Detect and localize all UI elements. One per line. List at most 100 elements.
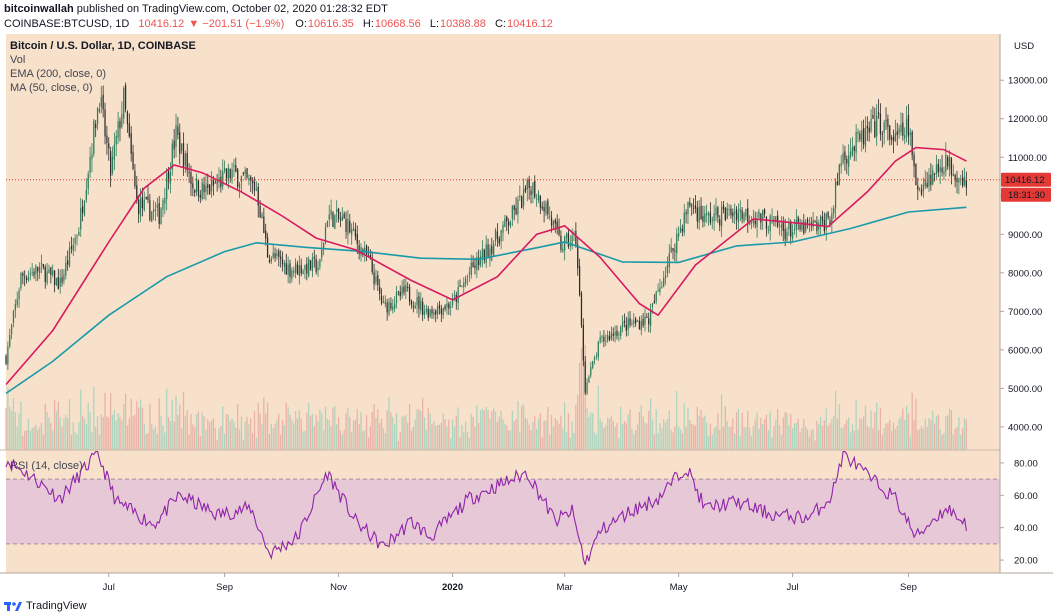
candle-body: [278, 250, 280, 257]
candle-body: [210, 179, 213, 192]
volume-bar: [786, 412, 788, 450]
candle-body: [324, 227, 327, 243]
candle-body: [874, 121, 876, 138]
volume-bar: [274, 423, 276, 450]
volume-bar: [689, 420, 691, 450]
candle-body: [803, 221, 805, 234]
candle-body: [337, 208, 340, 219]
candle-body: [358, 245, 360, 254]
volume-bar: [308, 402, 310, 450]
candle-body: [293, 270, 295, 273]
volume-bar: [734, 433, 736, 450]
rsi-axis[interactable]: 80.00 60.00 40.00 20.00: [1000, 458, 1038, 567]
candle-body: [52, 270, 54, 275]
candle-body: [119, 120, 121, 129]
candle-body: [713, 213, 715, 222]
volume-bar: [330, 426, 332, 450]
volume-bar: [528, 424, 530, 450]
candle-body: [332, 212, 334, 227]
rsi-line: [5, 451, 967, 566]
volume-bar: [115, 420, 117, 450]
candle-body: [679, 227, 682, 233]
volume-bar: [55, 411, 58, 450]
candle-body: [881, 133, 883, 135]
time-axis[interactable]: Jul Sep Nov 2020 Mar May Jul Sep: [103, 573, 917, 593]
legend-rsi[interactable]: RSI (14, close): [10, 460, 83, 472]
volume-bar: [451, 419, 454, 450]
volume-bar: [627, 414, 629, 450]
candle-body: [352, 227, 355, 231]
volume-bar: [687, 407, 689, 450]
footer-brand[interactable]: TradingView: [26, 600, 87, 612]
tradingview-logo-icon[interactable]: [4, 600, 22, 612]
volume-bar: [806, 429, 809, 450]
candle-body: [399, 291, 401, 297]
volume-bar: [926, 427, 928, 450]
publisher-name[interactable]: bitcoinwallah: [4, 3, 74, 15]
candle-body: [425, 308, 428, 312]
volume-bar: [438, 424, 441, 450]
volume-bar: [638, 411, 641, 450]
candle-body: [446, 303, 448, 308]
legend-ema[interactable]: EMA (200, close, 0): [10, 68, 106, 80]
candle-body: [635, 318, 637, 324]
candle-body: [737, 212, 740, 223]
candle-body: [143, 199, 145, 210]
candle-body: [89, 157, 91, 173]
candle-body: [521, 196, 523, 209]
candle-body: [20, 272, 22, 289]
candle-body: [599, 336, 601, 342]
volume-bar: [763, 419, 766, 450]
candle-body: [827, 212, 829, 218]
candle-body: [605, 340, 607, 342]
volume-bar: [879, 407, 882, 450]
volume-bar: [246, 416, 248, 450]
volume-bar: [506, 425, 508, 450]
candle-body: [130, 133, 132, 154]
candle-body: [302, 270, 304, 275]
volume-bar: [63, 418, 65, 450]
candle-body: [674, 250, 676, 252]
candle-body: [436, 306, 439, 315]
legend-ma[interactable]: MA (50, close, 0): [10, 82, 93, 94]
volume-bar: [336, 424, 338, 450]
candle-body: [126, 111, 129, 125]
volume-bar: [48, 417, 50, 450]
volume-bar: [900, 416, 902, 450]
candle-body: [565, 233, 568, 239]
price-axis[interactable]: 13000.0012000.0011000.0010000.009000.008…: [1000, 76, 1048, 434]
candle-body: [530, 190, 532, 195]
candle-body: [618, 334, 620, 336]
candle-body: [750, 222, 753, 224]
volume-bar: [748, 427, 751, 450]
volume-bar: [22, 435, 24, 450]
candle-body: [448, 303, 450, 309]
candle-body: [225, 168, 228, 179]
price-pane-background[interactable]: [6, 34, 1000, 450]
candle-body: [280, 256, 282, 259]
symbol-label[interactable]: COINBASE:BTCUSD, 1D: [4, 18, 130, 30]
volume-bar: [309, 415, 312, 450]
candle-body: [393, 303, 396, 309]
legend-vol[interactable]: Vol: [10, 54, 26, 66]
candle-body: [932, 170, 934, 185]
chart-area[interactable]: 13000.0012000.0011000.0010000.009000.008…: [0, 34, 1053, 594]
volume-bar: [797, 418, 799, 450]
volume-bar: [270, 423, 272, 450]
candle-body: [627, 318, 629, 330]
candle-body: [636, 320, 639, 322]
volume-bar: [606, 417, 609, 450]
candle-body: [375, 276, 377, 283]
volume-bar: [431, 424, 433, 450]
candle-body: [309, 260, 312, 270]
volume-bar: [610, 416, 613, 450]
candle-body: [233, 164, 235, 167]
volume-bar: [240, 416, 243, 450]
volume-bar: [80, 389, 82, 450]
candle-body: [709, 212, 712, 224]
volume-bar: [175, 395, 177, 450]
candle-body: [442, 308, 444, 316]
candle-body: [109, 151, 112, 176]
volume-bar: [819, 417, 822, 450]
candle-body: [76, 236, 78, 238]
